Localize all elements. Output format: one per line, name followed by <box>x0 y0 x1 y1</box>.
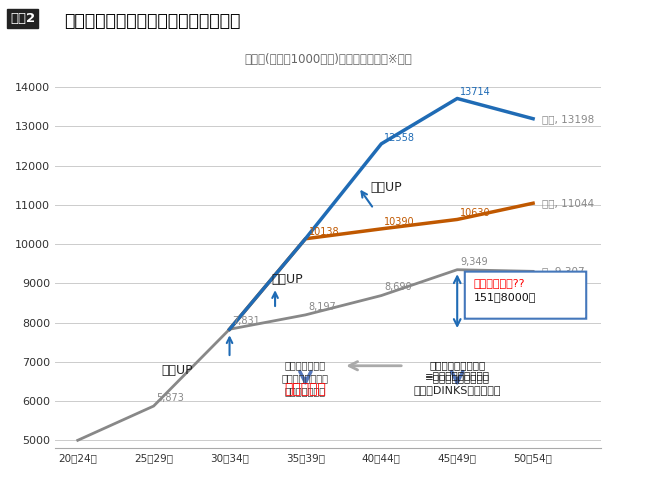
Text: 7,831: 7,831 <box>232 316 261 326</box>
Text: 能力UP: 能力UP <box>370 181 401 194</box>
Text: 夫が家族を食わせる
=性別役割分担の名残: 夫が家族を食わせる =性別役割分担の名残 <box>425 360 490 383</box>
Text: 8,197: 8,197 <box>308 302 336 312</box>
Text: 独身・DINKSの貰い過ぎ: 独身・DINKSの貰い過ぎ <box>413 385 501 395</box>
Text: 5,873: 5,873 <box>157 393 184 403</box>
Text: 13714: 13714 <box>460 87 491 98</box>
FancyBboxPatch shape <box>465 272 586 319</box>
Text: 9,349: 9,349 <box>460 257 488 267</box>
Text: 能力UP: 能力UP <box>161 364 193 377</box>
Text: 12558: 12558 <box>385 133 415 143</box>
Text: 課長, 11044: 課長, 11044 <box>542 198 594 208</box>
Text: 何故、あがる??: 何故、あがる?? <box>474 278 525 288</box>
Title: 大企業(従業員1000人超)の年功カーブ　※千円: 大企業(従業員1000人超)の年功カーブ ※千円 <box>245 53 412 66</box>
Text: 能力UP: 能力UP <box>271 273 303 286</box>
Text: 改革の本丸: 改革の本丸 <box>285 382 326 396</box>
Text: 平, 9,307: 平, 9,307 <box>542 266 585 276</box>
Text: 8,690: 8,690 <box>385 282 412 293</box>
Text: 10138: 10138 <box>308 227 339 237</box>
Text: 151万8000円: 151万8000円 <box>474 292 536 302</box>
Text: 男女共同参画が
主となった今日、
既に不要なはず: 男女共同参画が 主となった今日、 既に不要なはず <box>282 360 329 396</box>
Text: =性別役割分担の名残: =性別役割分担の名残 <box>425 369 490 380</box>
Text: 日本型年功給の問題（大企業を例示）: 日本型年功給の問題（大企業を例示） <box>64 12 240 30</box>
Text: 10390: 10390 <box>385 217 415 227</box>
Text: 図表2: 図表2 <box>10 12 35 25</box>
Text: 部長, 13198: 部長, 13198 <box>542 114 594 124</box>
Text: 10630: 10630 <box>460 207 491 217</box>
